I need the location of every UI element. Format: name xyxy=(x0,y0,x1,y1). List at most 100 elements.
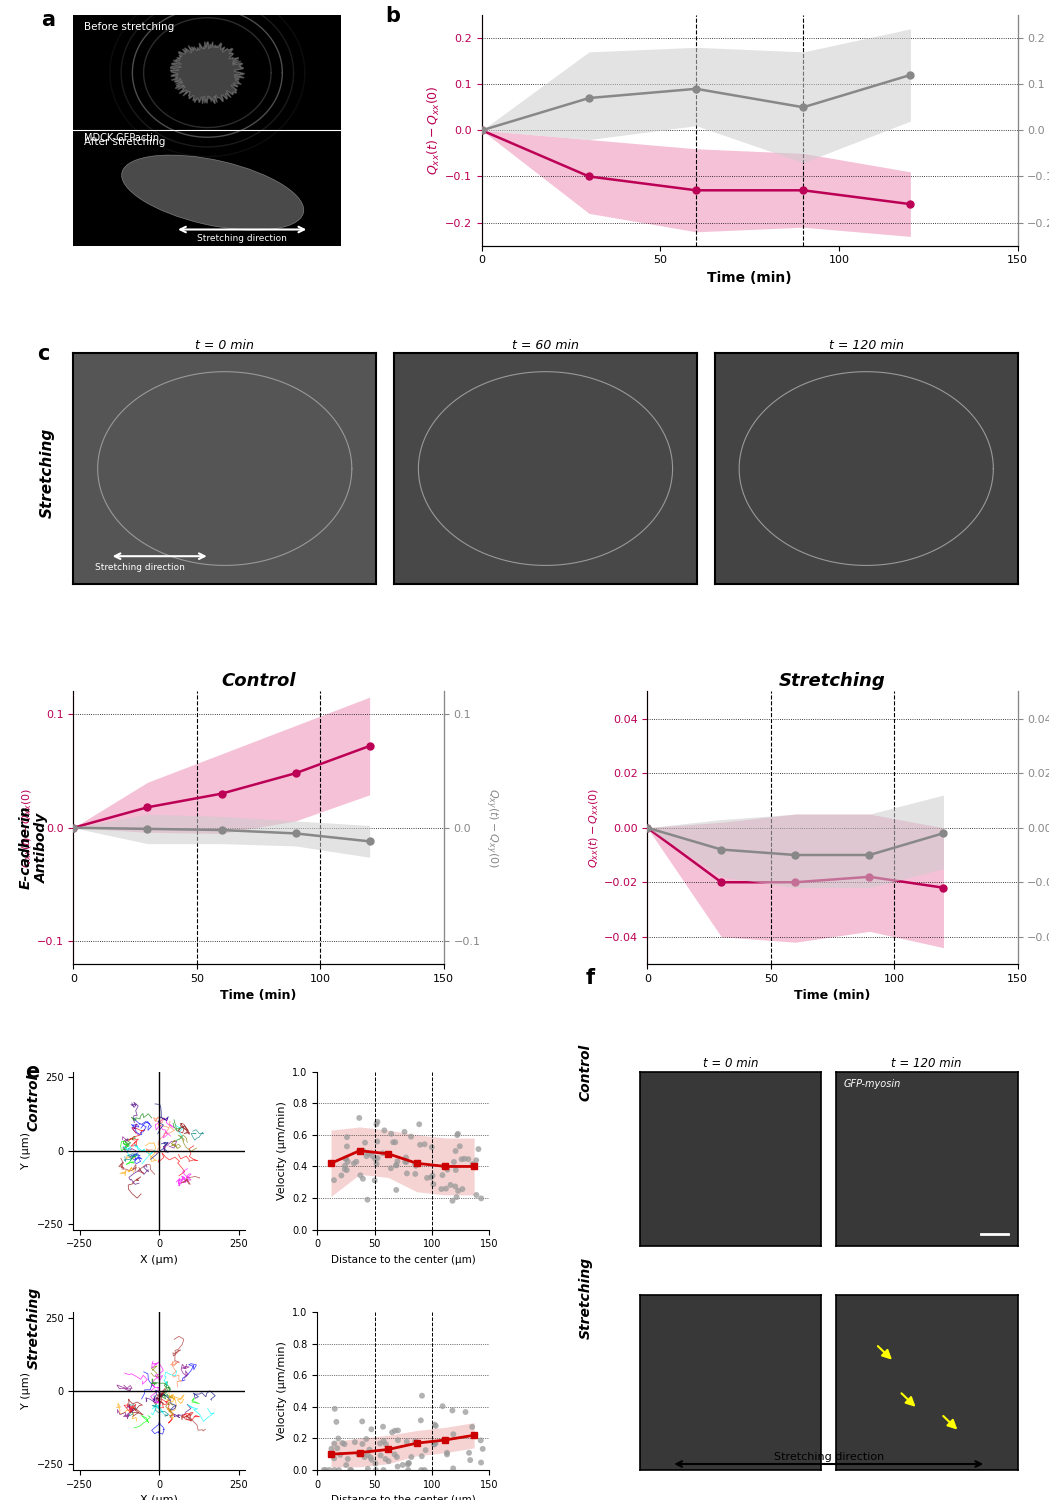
Y-axis label: Velocity (μm/min): Velocity (μm/min) xyxy=(277,1341,286,1440)
X-axis label: Time (min): Time (min) xyxy=(220,990,297,1002)
Point xyxy=(380,1449,397,1473)
X-axis label: Time (min): Time (min) xyxy=(794,990,871,1002)
Point xyxy=(388,1154,405,1178)
Title: t = 0 min: t = 0 min xyxy=(195,339,254,352)
Point xyxy=(350,1106,367,1130)
Point xyxy=(363,1448,380,1472)
Point xyxy=(442,1173,458,1197)
Point xyxy=(426,1413,443,1437)
Point xyxy=(363,1418,380,1442)
Point xyxy=(447,1138,464,1162)
Point xyxy=(418,1438,434,1462)
Point xyxy=(437,1176,454,1200)
Point xyxy=(445,1456,462,1480)
Y-axis label: $Q_{xx}(t)-Q_{xx}(0)$: $Q_{xx}(t)-Q_{xx}(0)$ xyxy=(426,86,443,176)
Point xyxy=(474,1437,491,1461)
Point xyxy=(445,1422,462,1446)
Point xyxy=(369,1110,386,1134)
Point xyxy=(321,1458,338,1482)
Point xyxy=(326,1431,343,1455)
Point xyxy=(323,1437,340,1461)
Point xyxy=(389,1428,406,1452)
Point xyxy=(352,1164,369,1188)
Point xyxy=(376,1119,392,1143)
Point xyxy=(457,1400,474,1423)
Title: Control: Control xyxy=(221,672,296,690)
Point xyxy=(355,1138,371,1162)
Point xyxy=(448,1185,465,1209)
Point xyxy=(401,1450,418,1474)
Y-axis label: $Q_{xx}(t)-Q_{xx}(0)$: $Q_{xx}(t)-Q_{xx}(0)$ xyxy=(20,788,34,868)
Point xyxy=(407,1154,424,1178)
Point xyxy=(339,1158,356,1182)
Y-axis label: Y (μm): Y (μm) xyxy=(21,1132,31,1168)
Point xyxy=(355,1432,371,1456)
Point xyxy=(383,1156,400,1180)
Point xyxy=(413,1444,430,1468)
Point xyxy=(333,1164,349,1188)
Text: b: b xyxy=(385,6,401,26)
Point xyxy=(366,1168,383,1192)
Point xyxy=(426,1432,443,1456)
Point xyxy=(338,1148,355,1172)
Point xyxy=(454,1178,471,1202)
Text: MDCK-GFPactin: MDCK-GFPactin xyxy=(84,132,159,142)
Point xyxy=(438,1442,455,1466)
Ellipse shape xyxy=(122,154,304,230)
Point xyxy=(411,1132,428,1156)
Point xyxy=(386,1419,403,1443)
Text: a: a xyxy=(41,10,56,30)
Text: Stretching: Stretching xyxy=(578,1257,593,1338)
Point xyxy=(403,1125,420,1149)
Point xyxy=(360,1456,377,1480)
Point xyxy=(400,1458,416,1482)
Text: c: c xyxy=(37,344,49,364)
Point xyxy=(329,1436,346,1460)
Point xyxy=(423,1166,440,1190)
Point xyxy=(389,1419,406,1443)
Point xyxy=(316,1458,333,1482)
Point xyxy=(456,1148,473,1172)
Point xyxy=(399,1161,415,1185)
Point xyxy=(374,1414,391,1438)
Text: Stretching direction: Stretching direction xyxy=(94,562,185,572)
Point xyxy=(367,1148,384,1172)
Point xyxy=(388,1154,405,1178)
Point xyxy=(389,1455,406,1479)
Text: Before stretching: Before stretching xyxy=(84,22,174,32)
Point xyxy=(342,1458,359,1482)
Point xyxy=(337,1156,354,1180)
Point xyxy=(326,1396,343,1420)
Text: Stretching direction: Stretching direction xyxy=(197,234,287,243)
Point xyxy=(412,1408,429,1432)
Point xyxy=(397,1120,413,1144)
X-axis label: Distance to the center (μm): Distance to the center (μm) xyxy=(330,1496,475,1500)
Point xyxy=(386,1443,403,1467)
Point xyxy=(348,1149,365,1173)
Point xyxy=(419,1166,435,1190)
Point xyxy=(355,1167,371,1191)
Point xyxy=(450,1179,467,1203)
Point xyxy=(337,1154,354,1178)
Point xyxy=(358,1144,374,1168)
Text: Stretching: Stretching xyxy=(26,1287,41,1368)
Point xyxy=(399,1430,415,1454)
Point xyxy=(339,1134,356,1158)
Text: Stretching direction: Stretching direction xyxy=(773,1452,884,1462)
Point xyxy=(438,1158,455,1182)
Point xyxy=(435,1154,452,1178)
Point xyxy=(427,1431,444,1455)
Point xyxy=(407,1430,424,1454)
Point xyxy=(357,1444,373,1468)
Text: e: e xyxy=(25,1062,40,1082)
Point xyxy=(374,1142,391,1166)
Point xyxy=(447,1158,464,1182)
Point xyxy=(360,1142,377,1166)
Point xyxy=(446,1150,463,1174)
Point xyxy=(325,1168,342,1192)
Point xyxy=(407,1152,424,1176)
Point xyxy=(326,1458,343,1482)
Point xyxy=(426,1432,443,1456)
Point xyxy=(461,1442,477,1466)
Point xyxy=(364,1144,381,1168)
